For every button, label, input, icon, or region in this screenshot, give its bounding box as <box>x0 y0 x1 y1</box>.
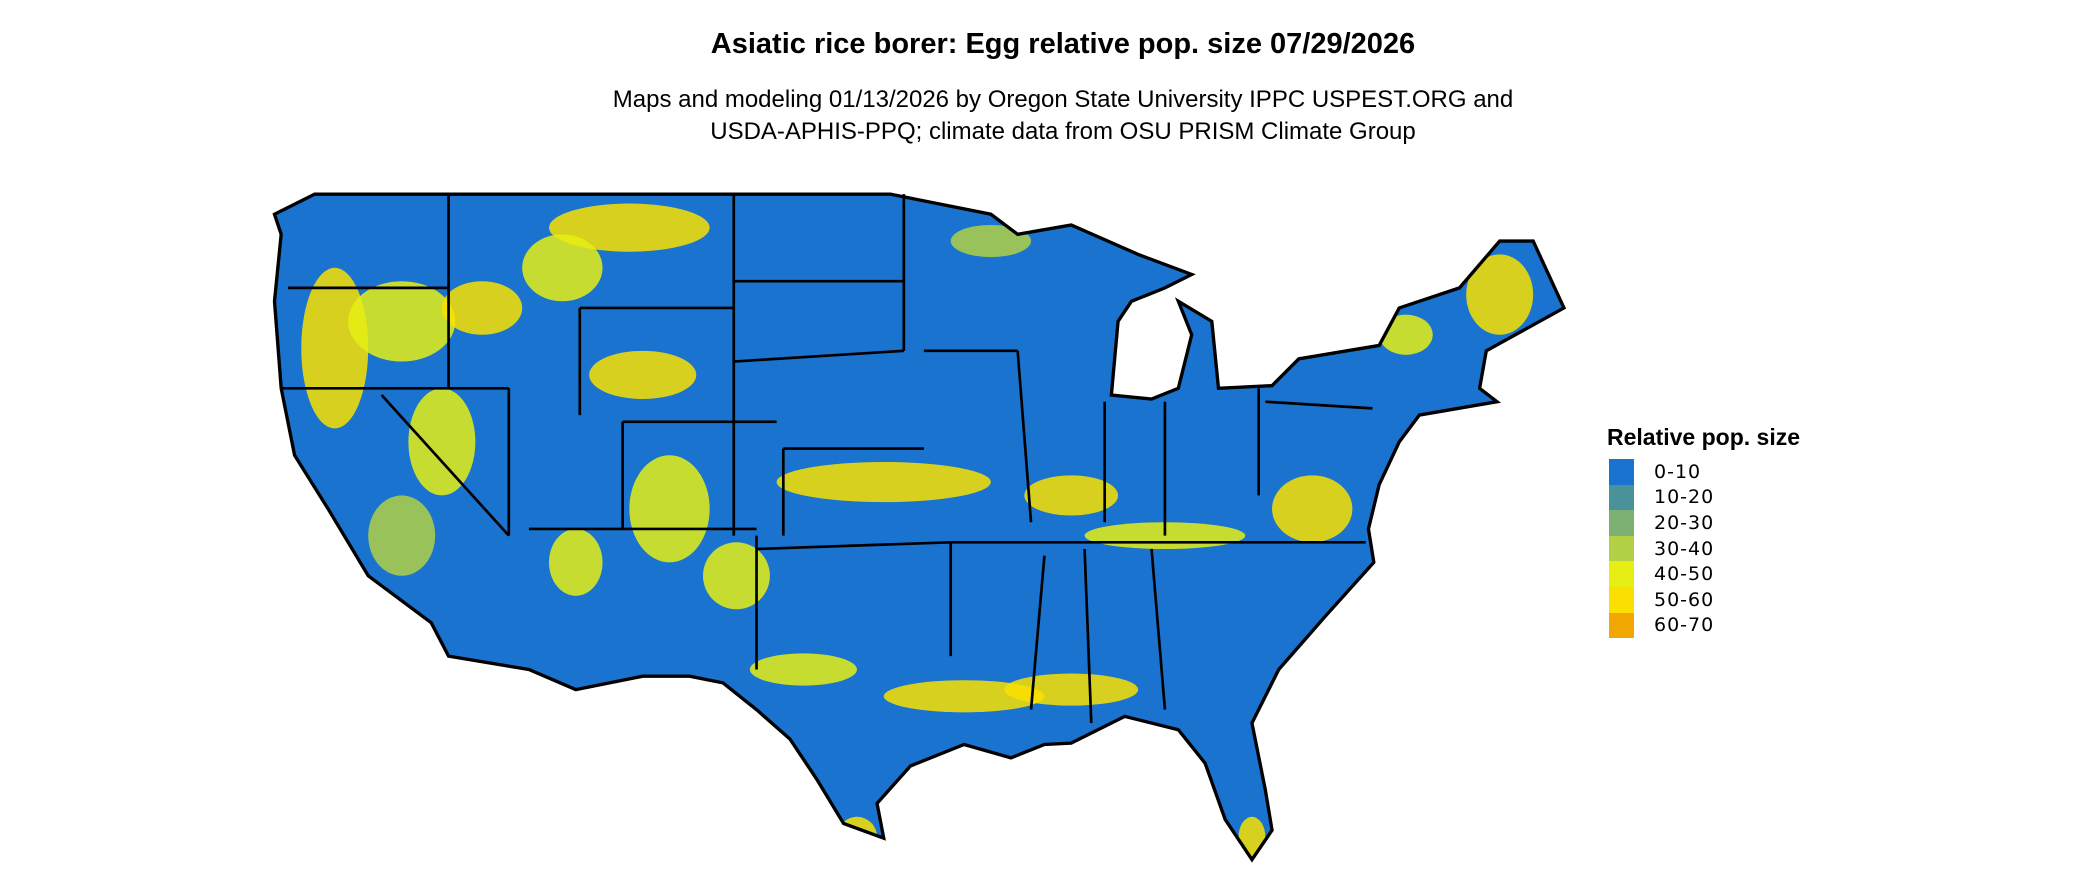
legend-item: 30-40 <box>1609 535 1800 562</box>
population-patch <box>441 281 523 335</box>
population-patch <box>368 495 436 576</box>
legend-swatch <box>1609 561 1634 587</box>
legend-swatch <box>1609 459 1634 485</box>
legend-label: 30-40 <box>1654 537 1715 560</box>
state-border <box>1150 548 1167 710</box>
population-patch <box>629 455 710 563</box>
population-patch <box>1466 254 1534 335</box>
population-patch <box>408 388 476 496</box>
state-border <box>1029 555 1046 710</box>
population-patch <box>348 281 456 362</box>
population-patches <box>301 200 1534 857</box>
population-patch <box>749 653 857 686</box>
population-patch <box>1272 475 1353 543</box>
population-patch <box>776 461 991 503</box>
us-outline <box>274 194 1564 860</box>
legend: Relative pop. size 0-10 10-20 20-30 30-40 40… <box>1607 424 1801 639</box>
subtitle-line-1: Maps and modeling 01/13/2026 by Oregon S… <box>612 86 1514 113</box>
state-border <box>1016 350 1033 523</box>
state-border <box>733 349 904 363</box>
population-patch <box>589 350 697 400</box>
legend-label: 60-70 <box>1654 614 1715 637</box>
national-border <box>272 192 1567 863</box>
legend-title: Relative pop. size <box>1607 424 1801 450</box>
population-patch <box>548 203 710 252</box>
legend-label: 40-50 <box>1654 563 1715 586</box>
legend-swatch <box>1609 612 1634 639</box>
legend-label: 50-60 <box>1654 588 1715 611</box>
legend-item: 40-50 <box>1609 561 1800 587</box>
population-patch <box>702 542 770 610</box>
map-title: Asiatic rice borer: Egg relative pop. si… <box>710 28 1416 60</box>
state-border <box>1265 400 1373 410</box>
population-patch <box>950 224 1032 258</box>
legend-item: 0-10 <box>1609 459 1800 485</box>
population-patch <box>1238 816 1266 857</box>
population-patch <box>883 680 1045 713</box>
state-border <box>1083 548 1093 724</box>
legend-swatch <box>1609 510 1634 536</box>
population-patch <box>990 200 1098 228</box>
legend-item: 50-60 <box>1609 586 1800 613</box>
legend-label: 10-20 <box>1654 486 1715 509</box>
population-patch <box>522 234 603 302</box>
population-patch <box>301 267 369 429</box>
legend-label: 0-10 <box>1654 460 1702 483</box>
subtitle-line-2: USDA-APHIS-PPQ; climate data from OSU PR… <box>710 118 1416 145</box>
population-patch <box>1379 314 1433 355</box>
legend-label: 20-30 <box>1654 511 1715 534</box>
map-subtitle: Maps and modeling 01/13/2026 by Oregon S… <box>0 84 2100 148</box>
legend-item: 20-30 <box>1609 510 1800 536</box>
legend-swatch <box>1609 484 1634 511</box>
legend-item: 10-20 <box>1609 484 1800 511</box>
population-patch <box>548 528 603 596</box>
population-patch <box>1004 673 1139 706</box>
state-border <box>756 540 951 551</box>
legend-swatch <box>1609 586 1634 613</box>
legend-item: 60-70 <box>1609 612 1800 639</box>
legend-swatch <box>1609 535 1634 562</box>
state-border <box>380 394 510 537</box>
population-patch <box>1024 475 1119 516</box>
state-borders <box>281 194 1373 724</box>
